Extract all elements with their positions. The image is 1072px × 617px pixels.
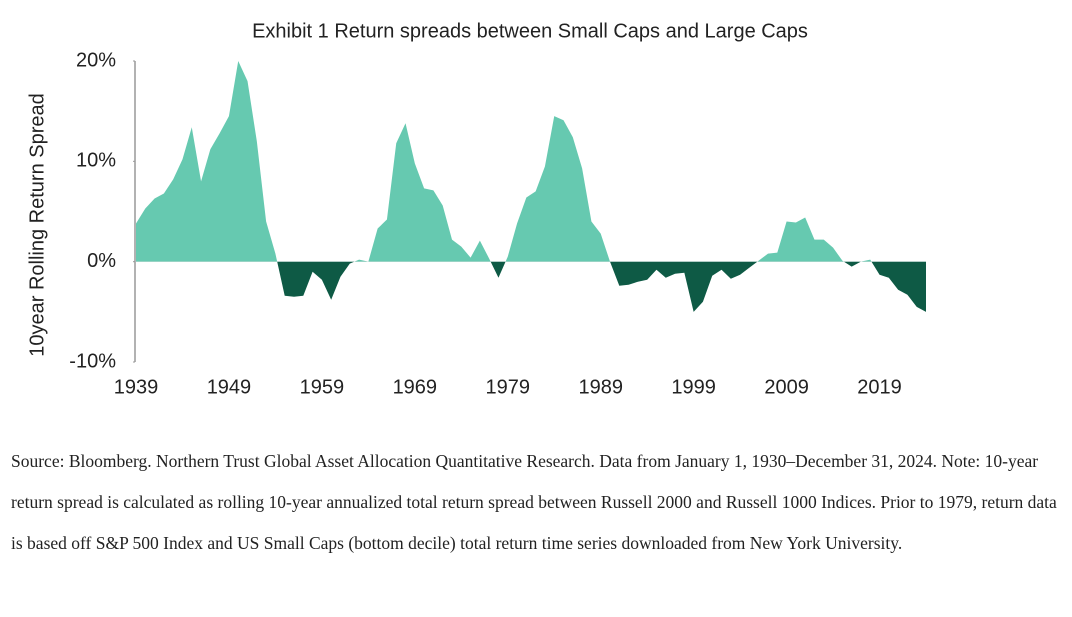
x-tick-label: 1959 <box>300 376 345 398</box>
y-axis-label: 10year Rolling Return Spread <box>26 93 48 357</box>
source-note: Source: Bloomberg. Northern Trust Global… <box>11 451 1057 553</box>
x-tick-label: 1979 <box>486 376 531 398</box>
y-tick-label: 0% <box>87 250 116 272</box>
x-tick-label: 1989 <box>578 376 623 398</box>
x-tick-label: 1939 <box>114 376 159 398</box>
x-tick-label: 1999 <box>671 376 716 398</box>
x-tick-label: 2009 <box>764 376 809 398</box>
y-tick-label: -10% <box>69 350 116 372</box>
negative-area <box>136 261 926 312</box>
x-tick-label: 2019 <box>857 376 902 398</box>
y-tick-label: 10% <box>76 150 116 172</box>
y-tick-label: 20% <box>76 49 116 71</box>
positive-area <box>136 61 872 262</box>
chart-title: Exhibit 1 Return spreads between Small C… <box>252 20 808 42</box>
x-tick-label: 1969 <box>393 376 438 398</box>
x-tick-label: 1949 <box>207 376 252 398</box>
chart: Exhibit 1 Return spreads between Small C… <box>26 20 926 398</box>
